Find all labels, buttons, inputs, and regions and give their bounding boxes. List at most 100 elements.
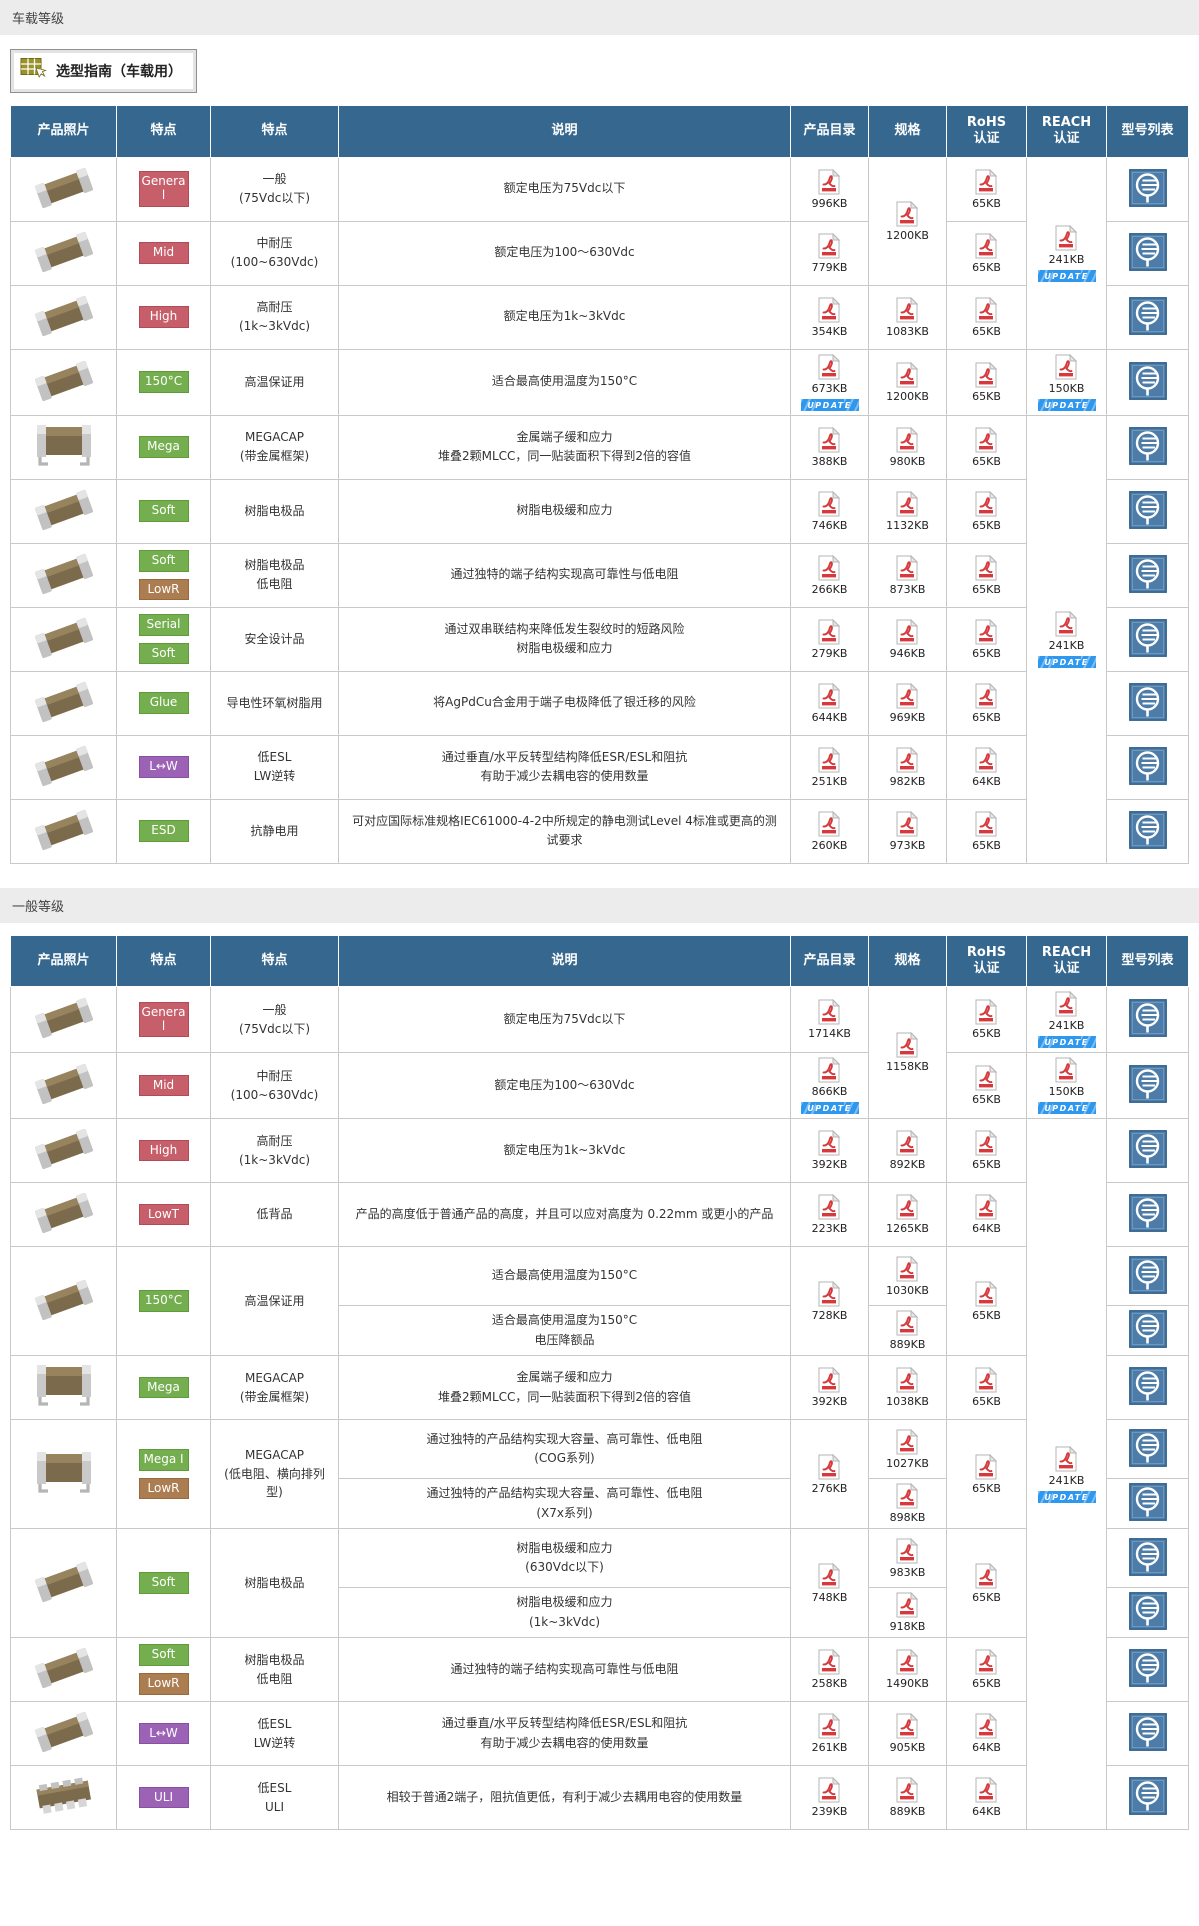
pdf-download[interactable]: 1083KB (886, 296, 929, 338)
pdf-download[interactable]: 239KB (812, 1777, 847, 1818)
pdf-download[interactable]: 65KB (972, 296, 1001, 338)
pdf-download[interactable]: 1265KB (886, 1194, 929, 1235)
pdf-download[interactable]: 150KB (1049, 1057, 1084, 1098)
pdf-download[interactable]: 1038KB (886, 1367, 929, 1408)
pdf-download[interactable]: 354KB (812, 296, 847, 338)
model-list-button[interactable] (1128, 1713, 1167, 1751)
pdf-download[interactable]: 946KB (890, 618, 925, 660)
model-list-button[interactable] (1128, 554, 1167, 593)
pdf-download[interactable]: 1027KB (886, 1428, 929, 1470)
pdf-download[interactable]: 276KB (812, 1453, 847, 1495)
pdf-download[interactable]: 258KB (812, 1649, 847, 1690)
pdf-download[interactable]: 65KB (972, 1367, 1001, 1408)
pdf-download[interactable]: 241KB (1049, 991, 1084, 1032)
pdf-download[interactable]: 969KB (890, 682, 925, 724)
pdf-download[interactable]: 892KB (890, 1130, 925, 1171)
pdf-download[interactable]: 889KB (890, 1777, 925, 1818)
pdf-download[interactable]: 1132KB (886, 490, 929, 532)
pdf-download[interactable]: 898KB (890, 1483, 925, 1524)
pdf-download[interactable]: 65KB (972, 168, 1001, 210)
model-list-button[interactable] (1128, 1194, 1167, 1232)
pdf-download[interactable]: 65KB (972, 618, 1001, 660)
pdf-download[interactable]: 241KB (1049, 224, 1084, 266)
pdf-download[interactable]: 673KB (812, 353, 847, 395)
model-list-button[interactable] (1128, 1777, 1167, 1815)
model-list-button[interactable] (1128, 810, 1167, 849)
model-list-button[interactable] (1128, 1537, 1167, 1576)
pdf-download[interactable]: 392KB (812, 1367, 847, 1408)
pdf-download[interactable]: 65KB (972, 426, 1001, 468)
pdf-download[interactable]: 973KB (890, 810, 925, 852)
pdf-download[interactable]: 65KB (972, 490, 1001, 532)
pdf-download[interactable]: 873KB (890, 554, 925, 596)
pdf-download[interactable]: 64KB (972, 1777, 1001, 1818)
pdf-cell: 898KB (868, 1478, 947, 1529)
model-list-button[interactable] (1128, 746, 1167, 785)
model-list-button[interactable] (1128, 426, 1167, 465)
selection-guide-button[interactable]: 选型指南（车载用） (10, 49, 197, 93)
model-list-button[interactable] (1128, 361, 1167, 400)
model-list-button[interactable] (1128, 1592, 1167, 1630)
model-list-button[interactable] (1128, 1310, 1167, 1348)
model-list-button[interactable] (1128, 232, 1167, 271)
model-list-button[interactable] (1128, 1255, 1167, 1294)
pdf-download[interactable]: 980KB (890, 426, 925, 468)
pdf-download[interactable]: 748KB (812, 1562, 847, 1604)
pdf-download[interactable]: 65KB (972, 361, 1001, 403)
pdf-download[interactable]: 65KB (972, 682, 1001, 724)
pdf-download[interactable]: 65KB (972, 1065, 1001, 1106)
pdf-download[interactable]: 388KB (812, 426, 847, 468)
pdf-download[interactable]: 65KB (972, 554, 1001, 596)
pdf-download[interactable]: 150KB (1049, 353, 1084, 395)
pdf-download[interactable]: 905KB (890, 1713, 925, 1754)
pdf-download[interactable]: 65KB (972, 810, 1001, 852)
pdf-download[interactable]: 1200KB (886, 361, 929, 403)
pdf-download[interactable]: 65KB (972, 1649, 1001, 1690)
pdf-download[interactable]: 65KB (972, 1130, 1001, 1171)
pdf-download[interactable]: 983KB (890, 1537, 925, 1579)
pdf-download[interactable]: 223KB (812, 1194, 847, 1235)
pdf-download[interactable]: 65KB (972, 1562, 1001, 1604)
pdf-download[interactable]: 64KB (972, 746, 1001, 788)
pdf-download[interactable]: 251KB (812, 746, 847, 788)
model-list-button[interactable] (1128, 1367, 1167, 1405)
pdf-download[interactable]: 1030KB (886, 1255, 929, 1297)
pdf-download[interactable]: 779KB (812, 232, 847, 274)
model-list-button[interactable] (1128, 1428, 1167, 1467)
pdf-download[interactable]: 982KB (890, 746, 925, 788)
model-list-button[interactable] (1128, 1483, 1167, 1521)
model-list-button[interactable] (1128, 1130, 1167, 1168)
pdf-download[interactable]: 65KB (972, 999, 1001, 1040)
model-list-button[interactable] (1128, 1649, 1167, 1687)
pdf-download[interactable]: 64KB (972, 1713, 1001, 1754)
pdf-download[interactable]: 392KB (812, 1130, 847, 1171)
model-list-button[interactable] (1128, 296, 1167, 335)
pdf-download[interactable]: 1200KB (886, 200, 929, 242)
pdf-download[interactable]: 1490KB (886, 1649, 929, 1690)
pdf-download[interactable]: 889KB (890, 1310, 925, 1351)
pdf-download[interactable]: 996KB (812, 168, 847, 210)
pdf-download[interactable]: 65KB (972, 232, 1001, 274)
pdf-download[interactable]: 644KB (812, 682, 847, 724)
pdf-download[interactable]: 866KB (812, 1057, 847, 1098)
model-list-button[interactable] (1128, 168, 1167, 207)
pdf-download[interactable]: 241KB (1049, 610, 1084, 652)
pdf-download[interactable]: 261KB (812, 1713, 847, 1754)
pdf-download[interactable]: 64KB (972, 1194, 1001, 1235)
pdf-download[interactable]: 918KB (890, 1592, 925, 1633)
model-list-button[interactable] (1128, 682, 1167, 721)
model-list-button[interactable] (1128, 1065, 1167, 1103)
pdf-download[interactable]: 266KB (812, 554, 847, 596)
pdf-download[interactable]: 65KB (972, 1453, 1001, 1495)
pdf-download[interactable]: 728KB (812, 1280, 847, 1322)
pdf-download[interactable]: 1158KB (886, 1032, 929, 1073)
model-list-button[interactable] (1128, 999, 1167, 1037)
pdf-download[interactable]: 65KB (972, 1280, 1001, 1322)
pdf-download[interactable]: 746KB (812, 490, 847, 532)
pdf-download[interactable]: 260KB (812, 810, 847, 852)
pdf-download[interactable]: 1714KB (808, 999, 851, 1040)
pdf-download[interactable]: 279KB (812, 618, 847, 660)
pdf-download[interactable]: 241KB (1049, 1445, 1084, 1487)
model-list-button[interactable] (1128, 490, 1167, 529)
model-list-button[interactable] (1128, 618, 1167, 657)
